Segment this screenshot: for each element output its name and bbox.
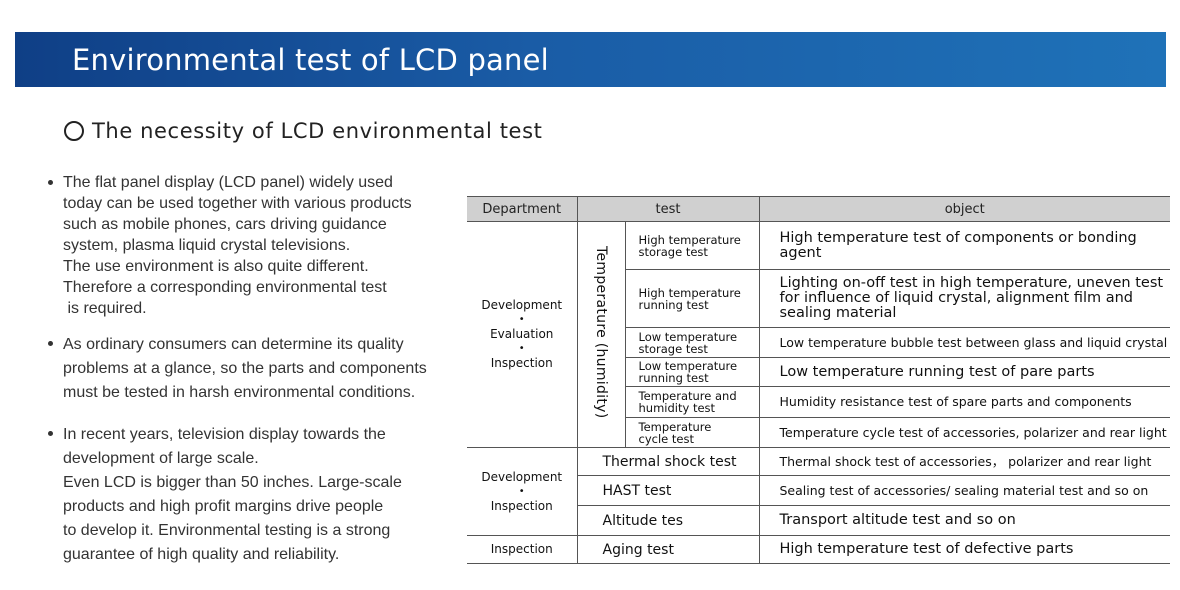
test-line: Temperature and <box>638 389 737 403</box>
bullet-line: development of large scale. <box>63 450 259 467</box>
object-cell: Humidity resistance test of spare parts … <box>758 386 1170 418</box>
bullet-line: As ordinary consumers can determine its … <box>63 336 404 353</box>
test-line: humidity test <box>638 401 716 415</box>
table-row: Low temperature storage test Low tempera… <box>467 327 1170 358</box>
bullet-dot-icon <box>48 431 53 436</box>
object-cell: Sealing test of accessories/ sealing mat… <box>758 475 1170 506</box>
bullet-line: to develop it. Environmental testing is … <box>63 522 391 539</box>
header-object: object <box>758 196 1170 222</box>
department-label: Development <box>481 298 563 312</box>
test-line: running test <box>638 297 709 312</box>
header-test: test <box>576 196 759 222</box>
object-line: sealing material <box>779 305 897 321</box>
test-line: High temperature <box>638 232 741 247</box>
bullet-line: such as mobile phones, cars driving guid… <box>63 216 387 233</box>
section-heading: The necessity of LCD environmental test <box>64 117 542 145</box>
bullet-line: guarantee of high quality and reliabilit… <box>63 546 340 563</box>
bullet-line: In recent years, television display towa… <box>63 426 386 443</box>
object-cell: High temperature test of components or b… <box>758 221 1170 270</box>
test-line: Temperature <box>638 419 712 434</box>
department-label: Inspection <box>490 356 553 370</box>
bullet-item: As ordinary consumers can determine its … <box>48 333 458 405</box>
department-cell: Development • Evaluation • Inspection <box>467 221 577 448</box>
test-cell: Temperature cycle test <box>624 417 759 448</box>
page-banner: Environmental test of LCD panel <box>15 32 1166 87</box>
test-line: High temperature <box>638 285 741 300</box>
test-line: cycle test <box>638 431 694 446</box>
table-row: Low temperature running test Low tempera… <box>467 357 1170 387</box>
bullet-line: system, plasma liquid crystal television… <box>63 237 351 254</box>
bullet-line: The flat panel display (LCD panel) widel… <box>63 174 393 191</box>
test-cell: High temperature storage test <box>624 221 759 270</box>
bullet-line: problems at a glance, so the parts and c… <box>63 360 427 377</box>
department-separator: • <box>518 314 525 325</box>
test-line: storage test <box>638 341 708 356</box>
test-line: Low temperature <box>638 359 738 373</box>
test-cell: Thermal shock test <box>576 447 759 476</box>
bullet-line: Even LCD is bigger than 50 inches. Large… <box>63 474 402 491</box>
object-line: for influence of liquid crystal, alignme… <box>779 290 1134 306</box>
test-cell: Low temperature storage test <box>624 327 759 358</box>
bullet-item: The flat panel display (LCD panel) widel… <box>48 172 458 319</box>
bullet-line: The use environment is also quite differ… <box>63 258 369 275</box>
object-cell: Low temperature running test of pare par… <box>758 357 1170 387</box>
circle-icon <box>64 121 84 141</box>
object-line: Lighting on-off test in high temperature… <box>779 275 1164 291</box>
section-title: The necessity of LCD environmental test <box>92 119 543 143</box>
test-cell: Aging test <box>576 535 759 564</box>
bullet-item: In recent years, television display towa… <box>48 423 458 567</box>
table-row: High temperature running test Lighting o… <box>467 269 1170 328</box>
test-cell: HAST test <box>576 475 759 506</box>
category-label: Temperature (humidity) <box>593 246 609 419</box>
test-line: Low temperature <box>638 329 738 344</box>
object-cell: Temperature cycle test of accessories, p… <box>758 417 1170 448</box>
table-row: Inspection Aging test High temperature t… <box>467 535 1170 564</box>
object-cell: Low temperature bubble test between glas… <box>758 327 1170 358</box>
department-label: Inspection <box>490 542 553 556</box>
object-cell: High temperature test of defective parts <box>758 535 1170 564</box>
bullet-line: products and high profit margins drive p… <box>63 498 384 515</box>
bullet-dot-icon <box>48 341 53 346</box>
bullet-list: The flat panel display (LCD panel) widel… <box>48 172 458 567</box>
bullet-line: must be tested in harsh environmental co… <box>63 384 416 401</box>
department-label: Evaluation <box>490 327 554 341</box>
table-row: Temperature and humidity test Humidity r… <box>467 386 1170 418</box>
bullet-line: today can be used together with various … <box>63 195 412 212</box>
department-separator: • <box>518 485 525 497</box>
table-row: Temperature cycle test Temperature cycle… <box>467 417 1170 448</box>
test-cell: Low temperature running test <box>624 357 759 387</box>
department-cell: Development • Inspection <box>467 447 577 536</box>
object-line: agent <box>779 244 822 261</box>
bullet-dot-icon <box>48 180 53 185</box>
department-separator: • <box>518 343 525 354</box>
department-label: Inspection <box>490 498 553 513</box>
page-title: Environmental test of LCD panel <box>72 42 549 77</box>
object-line: High temperature test of components or b… <box>779 229 1137 246</box>
object-cell: Thermal shock test of accessories， polar… <box>758 447 1170 476</box>
test-line: running test <box>638 371 709 385</box>
category-cell: Temperature (humidity) <box>576 221 625 448</box>
object-cell: Lighting on-off test in high temperature… <box>758 269 1170 328</box>
table-row: HAST test Sealing test of accessories/ s… <box>467 475 1170 506</box>
test-cell: High temperature running test <box>624 269 759 328</box>
test-line: storage test <box>638 244 708 259</box>
department-label: Development <box>481 469 563 484</box>
table-row: Altitude tes Transport altitude test and… <box>467 505 1170 536</box>
object-cell: Transport altitude test and so on <box>758 505 1170 536</box>
bullet-line: Therefore a corresponding environmental … <box>63 279 387 296</box>
department-cell: Inspection <box>467 535 577 564</box>
test-cell: Altitude tes <box>576 505 759 536</box>
table-row: Development • Evaluation • Inspection Te… <box>467 221 1170 448</box>
test-table: Department test object Development • Eva… <box>467 196 1170 564</box>
table-row: Development • Inspection Thermal shock t… <box>467 447 1170 536</box>
test-cell: Temperature and humidity test <box>624 386 759 418</box>
table-header-row: Department test object <box>467 196 1170 222</box>
bullet-line: is required. <box>63 300 147 317</box>
header-department: Department <box>467 196 577 222</box>
